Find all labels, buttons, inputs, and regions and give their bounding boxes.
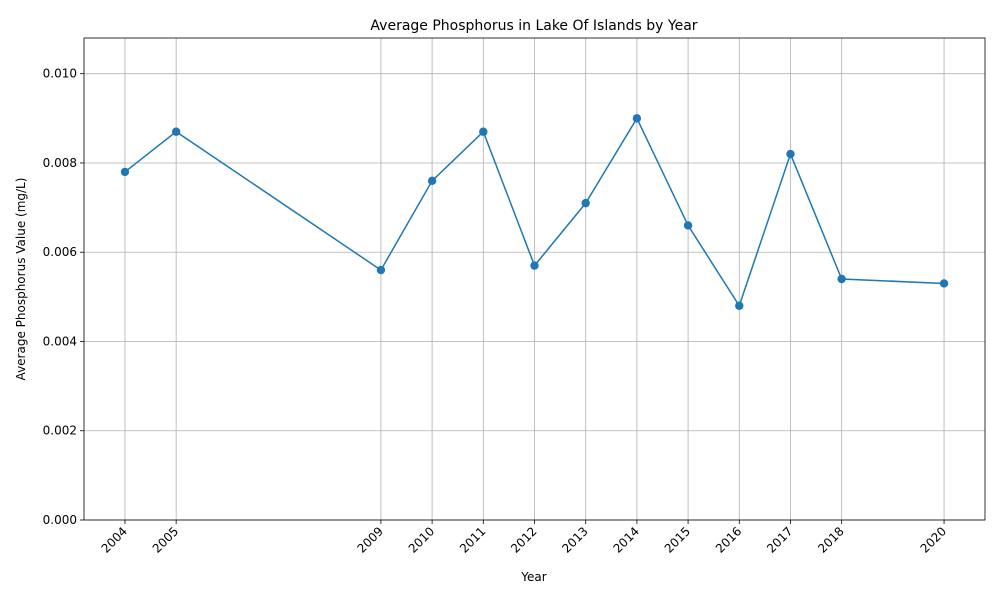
x-tick-label: 2020 — [918, 524, 949, 555]
x-tick-label: 2016 — [713, 524, 744, 555]
y-tick-label: 0.010 — [43, 67, 77, 81]
y-tick-label: 0.008 — [43, 156, 77, 170]
data-point — [120, 167, 130, 177]
data-point — [683, 221, 693, 230]
data-point — [171, 127, 181, 136]
x-tick-labels: 2004 2005 2009 2010 2011 2012 2013 2014 2015 2016… — [99, 524, 950, 555]
data-point — [632, 114, 642, 123]
x-tick-label: 2011 — [457, 524, 488, 555]
x-tick-label: 2005 — [150, 524, 181, 555]
data-point — [735, 301, 744, 310]
y-tick-label: 0.000 — [43, 513, 77, 527]
y-tick-labels: 0.000 0.002 0.004 0.006 0.008 0.010 — [43, 67, 77, 527]
x-tick-label: 2012 — [508, 524, 539, 555]
data-point — [786, 149, 795, 159]
x-tick-label: 2010 — [406, 524, 437, 555]
plot-frame — [83, 37, 986, 521]
x-tick-label: 2017 — [764, 524, 795, 555]
x-tick-label: 2014 — [611, 524, 642, 555]
x-axis-label: Year — [520, 570, 546, 584]
y-tick-label: 0.004 — [43, 334, 77, 348]
axes — [80, 37, 986, 524]
data-point — [479, 127, 488, 136]
series-phosphorus — [120, 114, 949, 310]
data-point — [837, 274, 846, 284]
data-point — [581, 198, 590, 208]
data-point — [376, 265, 386, 275]
y-tick-label: 0.006 — [43, 245, 77, 259]
x-tick-label: 2015 — [662, 524, 693, 555]
y-axis-label: Average Phosphorus Value (mg/L) — [14, 178, 28, 381]
data-point — [530, 261, 539, 270]
x-tick-label: 2004 — [99, 524, 130, 555]
data-point — [427, 176, 437, 186]
x-tick-label: 2018 — [815, 524, 846, 555]
chart-title: Average Phosphorus in Lake Of Islands by… — [370, 18, 697, 34]
x-tick-label: 2013 — [559, 524, 590, 555]
y-tick-label: 0.002 — [43, 424, 77, 438]
x-tick-label: 2009 — [355, 524, 386, 555]
data-point — [939, 279, 949, 288]
